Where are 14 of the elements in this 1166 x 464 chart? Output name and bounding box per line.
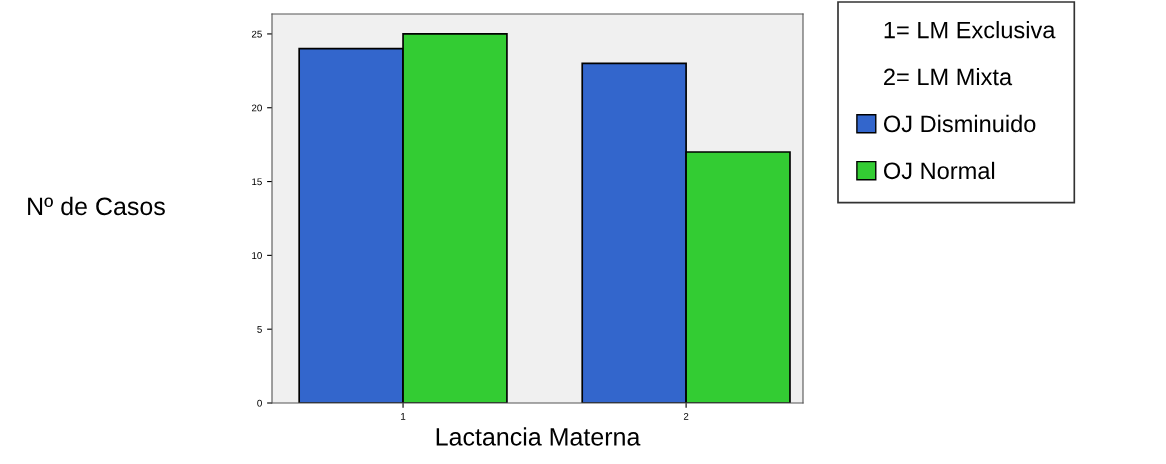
x-tick-label: 1 (401, 413, 406, 420)
legend-label: OJ Normal (883, 161, 995, 180)
text: 2= LM Mixta (884, 67, 1013, 86)
x-tick-label: 2 (683, 412, 689, 420)
y-tick-label: 10 (252, 252, 262, 259)
x-axis-title: Lactancia Materna (436, 427, 641, 446)
y-axis-title: Nº de Casos (28, 196, 165, 216)
text: 1= LM Exclusiva (884, 21, 1056, 39)
legend-label: OJ Disminuido (883, 114, 1036, 133)
y-tick-label: 0 (257, 399, 262, 407)
y-tick-label: 25 (251, 30, 262, 38)
y-tick-label: 20 (251, 104, 262, 112)
y-tick-label: 15 (252, 178, 262, 186)
y-tick-label: 5 (257, 326, 262, 333)
